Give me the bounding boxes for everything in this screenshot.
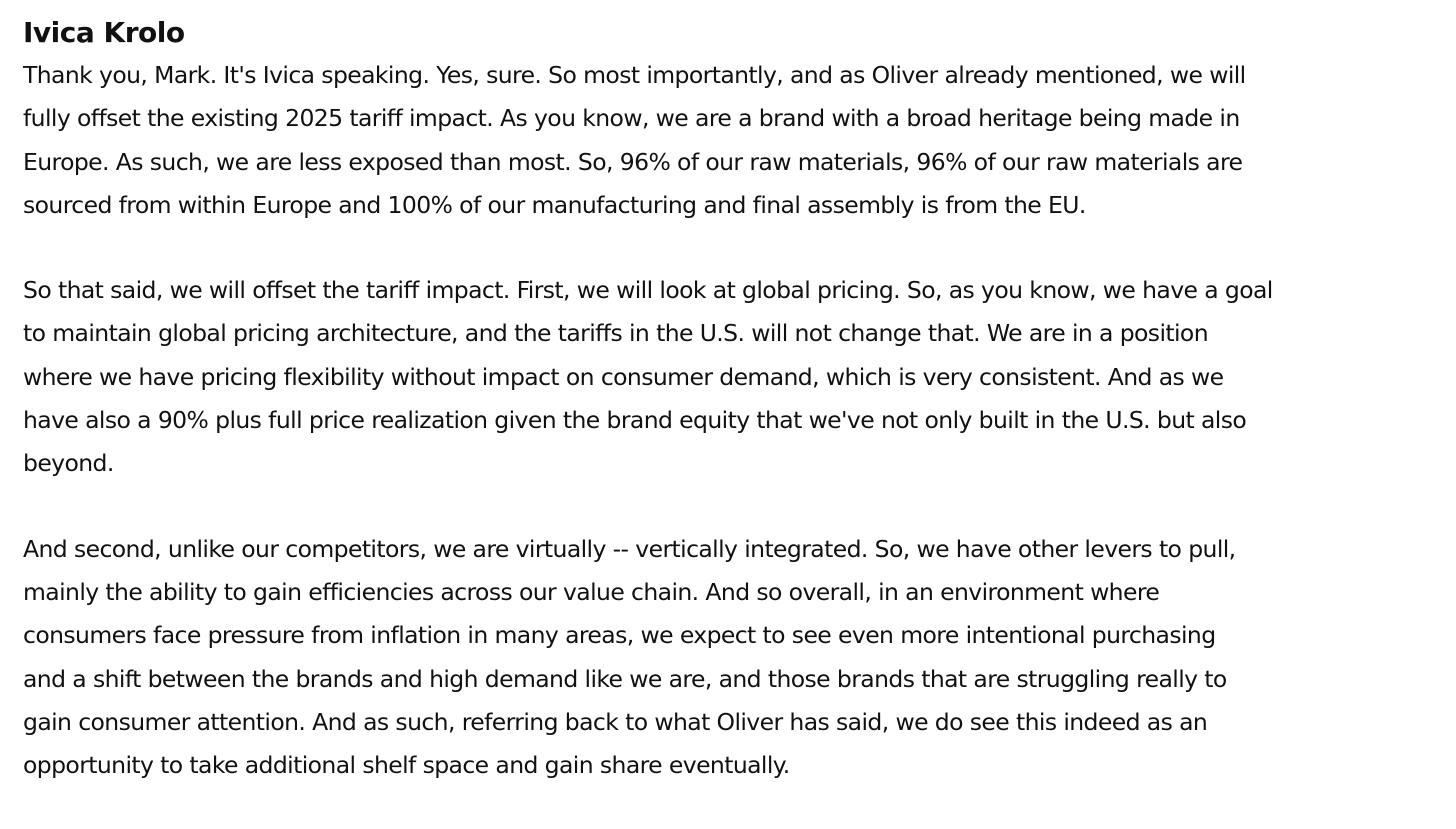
text-line: fully offset the existing 2025 tariff im…	[23, 104, 1240, 133]
text-line: to maintain global pricing architecture,…	[23, 319, 1209, 348]
speaker-name: Ivica Krolo	[23, 16, 185, 49]
text-line: mainly the ability to gain efficiencies …	[23, 577, 1160, 606]
transcript: Ivica Krolo Thank you, Mark. It's Ivica …	[23, 12, 1453, 829]
text-line: sourced from within Europe and 100% of o…	[23, 190, 1086, 219]
text-line: And second, unlike our competitors, we a…	[23, 534, 1236, 563]
text-line: Thank you, Mark. It's Ivica speaking. Ye…	[23, 61, 1246, 89]
text-line: So that said, we will offset the tariff …	[23, 276, 1273, 305]
text-line: gain consumer attention. And as such, re…	[23, 707, 1208, 736]
paragraph: Thank you, Mark. It's Ivica speaking. Ye…	[23, 54, 1453, 227]
page: Ivica Krolo Thank you, Mark. It's Ivica …	[23, 16, 1274, 780]
text-line: where we have pricing flexibility withou…	[23, 362, 1224, 391]
text-line: and a shift between the brands and high …	[23, 664, 1227, 693]
text-line: have also a 90% plus full price realizat…	[23, 406, 1247, 435]
paragraph: So that said, we will offset the tariff …	[23, 269, 1453, 485]
text-line: opportunity to take additional shelf spa…	[23, 751, 790, 780]
text-line: beyond.	[23, 449, 114, 478]
text-line: consumers face pressure from inflation i…	[23, 621, 1216, 650]
text-line: Europe. As such, we are less exposed tha…	[23, 147, 1243, 176]
paragraph: And second, unlike our competitors, we a…	[23, 528, 1453, 788]
